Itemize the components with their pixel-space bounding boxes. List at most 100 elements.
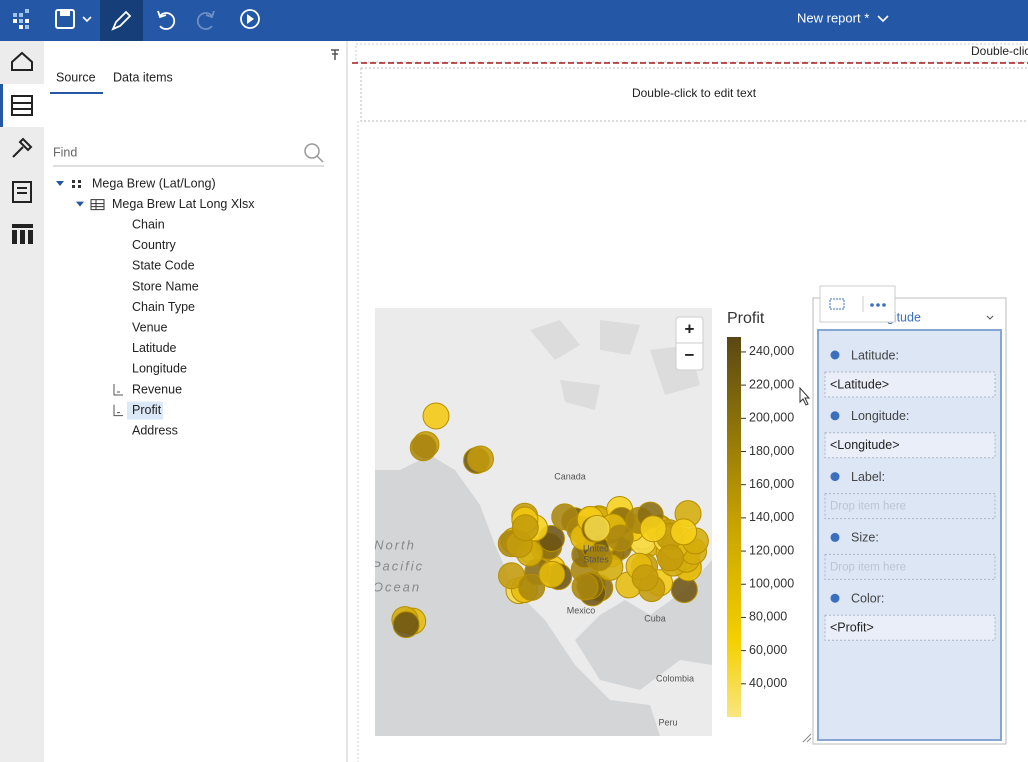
tree-item[interactable]: Mega Brew (Lat/Long)	[92, 176, 216, 190]
side-nav	[0, 41, 44, 762]
map-label: Colombia	[656, 673, 694, 683]
tree-item[interactable]: Revenue	[132, 382, 182, 396]
location-bubble	[606, 524, 634, 552]
expand-toggle[interactable]	[56, 181, 64, 186]
run-button[interactable]	[240, 9, 260, 29]
legend-color-bar	[727, 337, 741, 717]
report-title[interactable]: New report *	[797, 10, 869, 25]
drop-zone[interactable]	[824, 432, 996, 459]
drop-zone-text: <Longitude>	[830, 438, 900, 452]
legend: Profit 240,000 220,000 200,000 180,000 160,00…	[727, 310, 794, 717]
map-label: Ocean	[373, 579, 421, 594]
undo-button[interactable]	[157, 10, 176, 30]
field-label: Label:	[851, 470, 885, 484]
legend-tick-label: 80,000	[749, 610, 787, 624]
tree-item[interactable]: Longitude	[132, 362, 187, 376]
location-bubble	[409, 434, 437, 462]
package-icon	[72, 180, 81, 188]
panel-tab[interactable]: Source	[56, 70, 96, 84]
location-bubble	[422, 402, 450, 430]
page-header-block	[355, 43, 1028, 63]
edit-button[interactable]	[100, 0, 143, 41]
top-bar	[0, 0, 1028, 41]
legend-tick-label: 220,000	[749, 377, 794, 391]
text-block-label[interactable]: Double-click to edit text	[632, 86, 757, 100]
queries-icon[interactable]	[12, 224, 33, 244]
home-icon[interactable]	[11, 51, 33, 71]
field-icon	[830, 532, 840, 542]
tree-selection	[127, 401, 163, 420]
location-bubble	[631, 564, 659, 592]
drop-zone[interactable]	[824, 493, 996, 520]
tree-item[interactable]: Profit	[132, 403, 162, 417]
tree-item[interactable]: Chain	[132, 217, 165, 231]
toolbox-icon[interactable]	[12, 137, 33, 158]
drop-zone-text: Drop item here	[830, 561, 906, 573]
expand-toggle[interactable]	[76, 201, 84, 207]
drop-zones	[817, 329, 1002, 741]
field-icon	[830, 593, 840, 603]
table-icon	[90, 199, 105, 211]
map-label: States	[583, 554, 609, 564]
panel-tab[interactable]: Data items	[113, 70, 173, 84]
drop-zone-text: Drop item here	[830, 501, 906, 513]
dropdown-caret	[986, 315, 994, 320]
legend-tick-label: 60,000	[749, 643, 787, 657]
field-label: Longitude:	[851, 409, 909, 423]
zoom-button[interactable]: +	[685, 319, 695, 338]
field-icon	[830, 411, 840, 421]
save-button[interactable]	[55, 9, 92, 29]
data-icon[interactable]	[11, 95, 33, 116]
location-bubble	[585, 544, 613, 572]
redo-button[interactable]	[196, 10, 215, 30]
drop-zone[interactable]	[824, 553, 996, 580]
select-tool[interactable]	[829, 298, 845, 310]
edit-icon	[111, 10, 132, 31]
legend-tick-label: 160,000	[749, 477, 794, 491]
search-input[interactable]: Find	[53, 145, 77, 159]
map-label: Peru	[658, 717, 677, 727]
tree-item[interactable]: Store Name	[132, 279, 199, 293]
tree-item[interactable]: Latitude	[132, 341, 177, 355]
zoom-control	[675, 316, 704, 371]
mouse-cursor	[799, 386, 811, 406]
drop-zone[interactable]	[824, 614, 996, 641]
more-menu[interactable]	[870, 303, 886, 307]
pages-icon[interactable]	[12, 181, 32, 203]
search-icon[interactable]	[304, 143, 324, 163]
drop-zone-text: <Profit>	[830, 620, 874, 634]
tree-item[interactable]: State Code	[132, 259, 195, 273]
pin-icon[interactable]	[331, 49, 339, 60]
field-label: Latitude:	[851, 348, 899, 362]
tab-indicator	[50, 92, 103, 94]
tree-item[interactable]: Mega Brew Lat Long Xlsx	[112, 197, 255, 211]
drop-zone-text: <Latitude>	[830, 377, 889, 391]
location-bubble	[392, 611, 420, 639]
legend-title: Profit	[727, 310, 765, 327]
legend-tick-label: 100,000	[749, 577, 794, 591]
location-bubble	[467, 445, 495, 473]
resize-handle	[802, 733, 812, 743]
field-icon	[830, 472, 840, 482]
field-label: Color:	[851, 591, 884, 605]
field-icon	[830, 350, 840, 360]
zoom-button[interactable]: −	[685, 345, 695, 364]
report-menu[interactable]	[877, 15, 889, 23]
tree-item[interactable]: Chain Type	[132, 300, 195, 314]
tree-item[interactable]: Address	[132, 423, 178, 437]
page-header-text[interactable]: Double-clic	[971, 44, 1028, 58]
text-block	[360, 67, 1028, 122]
side-nav-indicator	[0, 84, 3, 127]
map-label: United	[583, 543, 609, 553]
location-bubble	[518, 573, 546, 601]
map-label: North	[374, 537, 416, 552]
map-label: Pacific	[372, 558, 424, 573]
context-toolbar	[819, 285, 896, 323]
drop-zone[interactable]	[824, 371, 996, 398]
legend-tick-label: 40,000	[749, 676, 787, 690]
tree-item[interactable]: Venue	[132, 320, 168, 334]
tree-item[interactable]: Country	[132, 238, 177, 252]
map-lakes	[530, 320, 700, 410]
